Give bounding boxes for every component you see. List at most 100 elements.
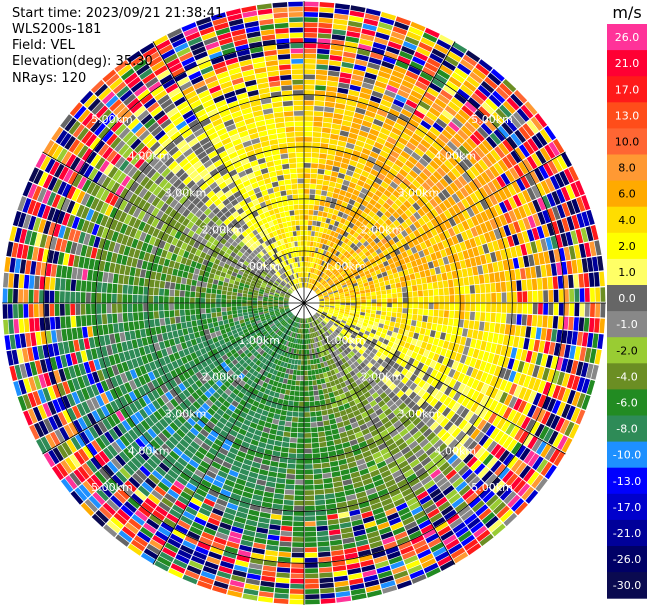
gate: [346, 99, 357, 107]
gate: [392, 293, 397, 298]
gate: [509, 324, 516, 336]
gate: [337, 266, 343, 272]
gate: [562, 388, 571, 403]
gate: [373, 141, 384, 150]
gate: [457, 129, 469, 141]
gate: [328, 224, 334, 230]
gate: [292, 375, 297, 381]
gate: [367, 173, 377, 181]
gate: [232, 313, 238, 318]
gate: [329, 281, 334, 286]
gate: [463, 80, 477, 92]
gate: [317, 216, 322, 222]
gate: [368, 280, 374, 286]
gate: [371, 299, 377, 303]
gate: [408, 267, 414, 275]
gate: [316, 59, 329, 65]
gate: [369, 186, 377, 194]
gate: [227, 314, 233, 320]
gate: [306, 251, 310, 257]
gate: [332, 565, 347, 572]
gate: [400, 108, 413, 118]
gate: [427, 246, 435, 254]
gate: [450, 351, 457, 360]
gate: [379, 168, 389, 176]
gate: [461, 231, 469, 241]
gate: [378, 252, 385, 259]
gate: [442, 280, 449, 288]
gate: [391, 332, 398, 338]
gate: [449, 287, 455, 295]
gate: [382, 122, 393, 131]
gate: [345, 298, 351, 301]
gate: [3, 319, 9, 335]
gate: [595, 287, 601, 302]
gate: [358, 130, 369, 138]
gate: [96, 303, 102, 314]
gate: [480, 340, 487, 351]
gate: [292, 542, 304, 548]
gate: [356, 323, 362, 328]
gate: [305, 282, 308, 288]
gate: [397, 55, 411, 65]
gate: [450, 137, 462, 148]
gate: [309, 199, 315, 205]
gate: [563, 168, 575, 184]
gate: [335, 150, 344, 157]
gate: [412, 238, 420, 246]
gate: [327, 387, 333, 393]
gate: [268, 471, 278, 478]
gate: [477, 330, 484, 341]
gate: [380, 11, 396, 21]
gate: [351, 122, 361, 130]
gate: [433, 195, 443, 205]
gate: [423, 309, 429, 316]
gate: [439, 265, 446, 274]
gate: [424, 62, 439, 73]
gate: [416, 235, 424, 244]
gate: [317, 264, 321, 270]
gate: [511, 313, 517, 325]
gate: [539, 128, 552, 144]
gate: [417, 124, 429, 134]
gate: [318, 307, 324, 311]
gate: [400, 229, 408, 238]
gate: [304, 147, 312, 153]
gate: [307, 277, 310, 283]
gate: [493, 191, 503, 203]
gate: [324, 234, 330, 240]
gate: [261, 410, 269, 417]
gate: [277, 398, 284, 405]
gate: [512, 257, 520, 269]
gate: [448, 121, 460, 133]
gate: [331, 123, 342, 130]
gate: [339, 294, 345, 298]
gate: [469, 285, 475, 294]
gate: [286, 468, 296, 474]
gate: [386, 307, 392, 312]
gate: [476, 174, 487, 186]
gate: [506, 303, 512, 313]
gate: [325, 285, 330, 289]
gate: [367, 62, 381, 70]
gate: [504, 324, 511, 335]
gate: [332, 255, 338, 261]
gate: [275, 387, 282, 393]
gate: [148, 303, 154, 312]
gate: [432, 170, 443, 181]
gate: [318, 556, 332, 563]
gate: [338, 82, 350, 89]
gate: [391, 312, 397, 318]
gate: [311, 369, 316, 375]
gate: [449, 262, 457, 271]
gate: [491, 112, 504, 125]
gate: [308, 283, 312, 289]
gate: [493, 228, 502, 240]
gate: [345, 169, 354, 177]
gate: [374, 159, 384, 168]
gate: [304, 215, 309, 220]
gate: [368, 57, 382, 65]
gate: [600, 287, 606, 302]
gate: [353, 285, 359, 290]
gate: [138, 303, 143, 312]
